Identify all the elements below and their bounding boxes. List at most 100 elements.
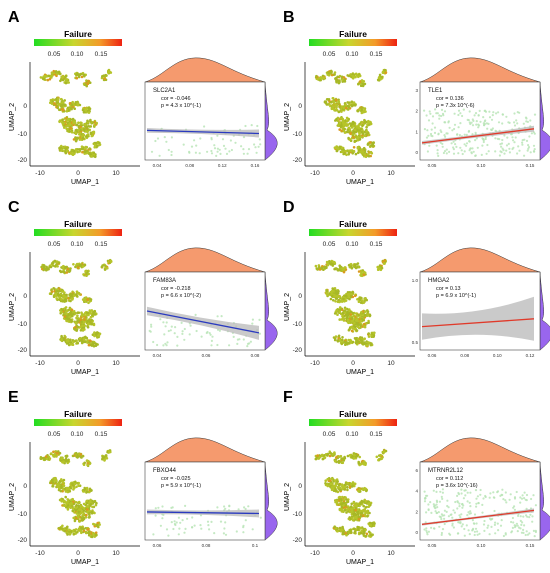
correlation-point (170, 506, 173, 509)
correlation-point (256, 124, 259, 128)
umap-cell (80, 341, 84, 345)
correlation-point (525, 530, 528, 533)
correlation-point (170, 325, 173, 328)
correlation-point (183, 338, 186, 341)
umap-cell (360, 120, 363, 124)
umap-cell (79, 72, 83, 76)
umap-cell (82, 502, 86, 506)
correlation-point (174, 326, 177, 329)
umap-cell (369, 141, 372, 144)
umap-cell (331, 287, 334, 290)
umap-cell (334, 335, 338, 338)
umap-cell (332, 101, 336, 105)
correlation-point (505, 501, 508, 504)
umap-cell (338, 300, 341, 304)
correlation-point (452, 509, 455, 512)
correlation-point (484, 136, 487, 139)
correlation-point (459, 516, 462, 519)
umap-y-tick-label: 0 (298, 293, 302, 300)
umap-cell (363, 531, 366, 534)
correlation-point (482, 523, 486, 526)
umap-cell (361, 82, 364, 85)
y-tick-label: 6 (415, 468, 418, 473)
correlation-point (443, 514, 446, 517)
umap-cell (347, 263, 351, 267)
umap-cell (330, 477, 334, 481)
correlation-point (242, 148, 245, 151)
correlation-point (441, 491, 444, 494)
umap-cell (362, 147, 366, 151)
correlation-point (501, 113, 504, 116)
umap-cell (363, 310, 367, 313)
correlation-point (447, 121, 450, 124)
umap-cell (68, 532, 72, 535)
umap-cell (55, 482, 59, 486)
panel-a: A Failure 0.05 0.10 0.15 0 -10 -20 -10 0 10 UMAP_1 U… (8, 9, 278, 186)
umap-cell (60, 144, 63, 148)
correlation-point (519, 496, 522, 499)
umap-cell (64, 75, 67, 78)
umap-x-tick-label: -10 (35, 170, 45, 177)
correlation-point (189, 324, 192, 327)
umap-cell (83, 324, 86, 328)
umap-cell (87, 320, 91, 323)
correlation-point (441, 142, 444, 145)
correlation-point (475, 505, 478, 508)
umap-cell (356, 135, 360, 139)
x-density (144, 57, 266, 83)
correlation-point (484, 495, 487, 499)
umap-cell (334, 297, 338, 300)
correlation-point (499, 524, 503, 527)
correlation-point (464, 494, 467, 497)
correlation-point (183, 327, 186, 331)
umap-cell (341, 338, 344, 342)
umap-cell (362, 319, 365, 322)
umap-cell (81, 454, 85, 458)
correlation-point (513, 112, 516, 115)
umap-cell (347, 126, 351, 130)
umap-x-label: UMAP_1 (71, 369, 99, 376)
umap-cell (376, 265, 379, 269)
umap-cell (92, 342, 95, 345)
umap-cell (335, 149, 339, 153)
umap-cell (67, 108, 71, 112)
umap-cell (340, 146, 344, 150)
umap-cell (337, 461, 341, 464)
correlation-point (150, 323, 153, 326)
umap-cell (380, 266, 384, 270)
umap-cell (80, 314, 84, 317)
umap-cell (353, 512, 357, 516)
umap-cell (51, 484, 54, 488)
correlation-point (510, 530, 514, 533)
correlation-point (440, 114, 443, 118)
x-tick-label: 0.08 (185, 163, 194, 168)
umap-cell (82, 338, 86, 341)
umap-cell (58, 486, 61, 490)
correlation-point (459, 112, 462, 115)
panel-label: D (283, 199, 295, 216)
correlation-point (484, 109, 487, 112)
umap-y-tick-label: -10 (18, 131, 28, 138)
umap-cell (84, 516, 88, 519)
correlation-point (528, 516, 531, 519)
umap-cell (318, 76, 321, 80)
umap-cell (340, 508, 343, 511)
correlation-point (181, 519, 184, 522)
umap-cell (324, 479, 327, 482)
umap-cell (66, 146, 70, 149)
correlation-point (200, 527, 203, 530)
correlation-point (475, 522, 478, 525)
umap-cell (355, 312, 358, 315)
correlation-point (524, 498, 527, 501)
umap-cell (327, 71, 331, 75)
umap-cell (74, 265, 77, 269)
correlation-point (496, 491, 499, 494)
umap-cell (87, 301, 90, 305)
umap-cell (109, 259, 113, 263)
umap-x-tick-label: 0 (76, 360, 80, 367)
umap-cell (43, 457, 46, 461)
umap-cell (73, 121, 77, 124)
umap-cell (50, 478, 54, 482)
correlation-point (250, 124, 253, 127)
correlation-point (479, 488, 482, 492)
